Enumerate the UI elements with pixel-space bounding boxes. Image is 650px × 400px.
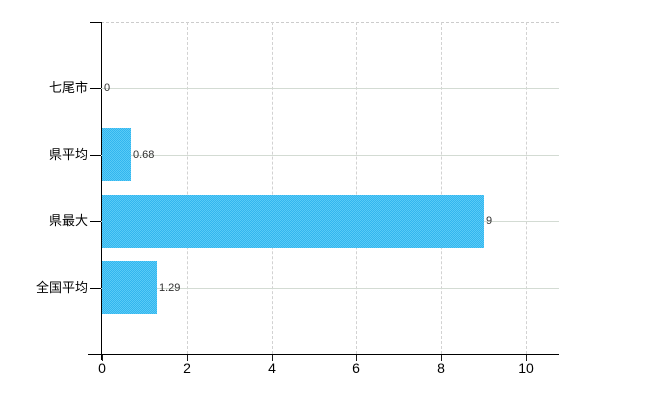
x-axis-line [88,354,559,355]
x-axis-tick-label: 2 [183,360,191,376]
vertical-gridline [272,22,273,354]
x-axis-tick [441,355,442,361]
x-axis-tick-label: 0 [98,360,106,376]
horizontal-gridline [101,288,559,289]
horizontal-gridline [101,88,559,89]
y-axis-line [101,22,102,360]
plot-area-top-border [101,22,559,23]
bar [102,261,157,314]
category-label: 七尾市 [48,80,88,95]
bar [102,128,131,181]
y-axis-tick [90,155,101,156]
horizontal-gridline [101,155,559,156]
value-label: 1.29 [159,282,181,294]
category-label: 全国平均 [35,280,88,295]
x-axis-tick [356,355,357,361]
vertical-gridline [526,22,527,354]
x-axis-tick [272,355,273,361]
x-axis-tick-label: 4 [268,360,276,376]
y-axis-tick [90,221,101,222]
y-axis-tick [90,288,101,289]
value-label: 0 [104,82,111,94]
category-label: 県最大 [48,213,88,228]
vertical-gridline [356,22,357,354]
vertical-gridline [187,22,188,354]
value-label: 9 [486,215,493,227]
x-axis-tick-label: 10 [518,360,534,376]
y-axis-tick [90,88,101,89]
x-axis-tick [526,355,527,361]
x-axis-tick [102,355,103,361]
category-label: 県平均 [48,147,88,162]
y-axis-tick [90,22,101,23]
x-axis-tick-label: 6 [352,360,360,376]
vertical-gridline [441,22,442,354]
x-axis-tick-label: 8 [437,360,445,376]
value-label: 0.68 [133,149,155,161]
x-axis-tick [187,355,188,361]
bar [102,195,484,248]
